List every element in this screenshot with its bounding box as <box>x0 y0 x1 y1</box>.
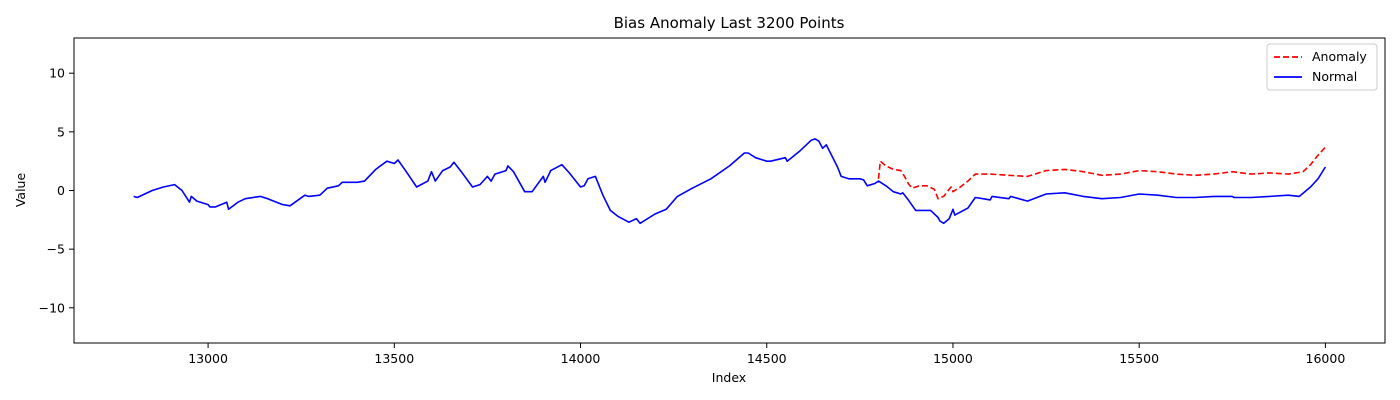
x-tick-label: 15500 <box>1119 351 1159 366</box>
series-line-normal <box>133 138 1327 225</box>
x-tick-label: 13500 <box>374 351 414 366</box>
x-tick-label: 14500 <box>747 351 787 366</box>
x-axis-label: Index <box>712 370 746 385</box>
legend: Anomaly Normal <box>1266 43 1378 91</box>
x-tick-label: 16000 <box>1306 351 1346 366</box>
y-tick-label: 10 <box>49 66 65 81</box>
x-tick-label: 14000 <box>561 351 601 366</box>
y-tick-label: −10 <box>39 300 65 315</box>
legend-box <box>1266 43 1378 91</box>
x-tick-label: 13000 <box>188 351 228 366</box>
y-tick-label: 5 <box>57 124 65 139</box>
y-axis-label: Value <box>13 173 28 208</box>
legend-anomaly-label: Anomaly <box>1312 49 1367 64</box>
x-tick-label: 15000 <box>933 351 973 366</box>
legend-normal-label: Normal <box>1312 69 1357 84</box>
y-axis: −10 −5 0 5 10 <box>39 66 74 315</box>
chart-title: Bias Anomaly Last 3200 Points <box>614 14 845 32</box>
series-line-anomaly <box>877 146 1326 200</box>
x-axis: 13000 13500 14000 14500 15000 15500 16000 <box>188 343 1345 366</box>
y-tick-label: 0 <box>57 183 65 198</box>
y-tick-label: −5 <box>47 242 65 257</box>
plot-frame <box>73 37 1386 344</box>
series-layer <box>133 138 1327 225</box>
